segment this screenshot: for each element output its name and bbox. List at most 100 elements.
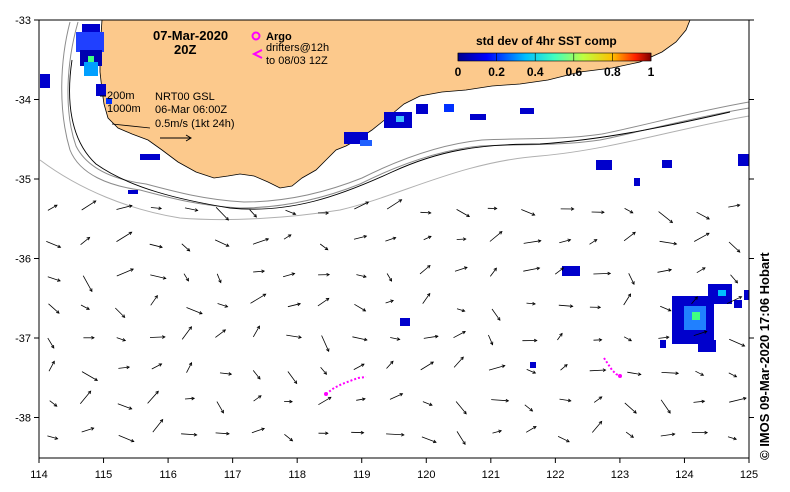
current-arrow-head xyxy=(158,206,163,210)
current-arrow-head xyxy=(505,398,510,403)
current-arrow-head xyxy=(564,364,568,368)
current-arrow xyxy=(524,404,533,412)
current-arrow-head xyxy=(293,380,298,385)
current-arrow xyxy=(554,267,564,275)
current-arrow-head xyxy=(54,436,59,440)
current-arrow-head xyxy=(632,231,636,236)
current-arrow-head xyxy=(86,306,90,310)
current-arrow-head xyxy=(462,331,466,335)
current-arrow-head xyxy=(126,365,131,370)
current-arrow xyxy=(320,367,327,375)
drifter-icon xyxy=(251,49,263,59)
current-arrow xyxy=(456,308,465,312)
current-arrow xyxy=(321,335,330,352)
current-arrow-head xyxy=(706,232,710,237)
current-arrow-head xyxy=(53,204,58,209)
current-arrow xyxy=(252,238,269,245)
current-arrow-head xyxy=(498,231,503,235)
current-arrow-head xyxy=(399,393,404,397)
current-arrow-head xyxy=(325,211,330,215)
lon-tick-label: 123 xyxy=(611,469,629,481)
current-arrow-head xyxy=(193,432,198,437)
current-arrow-head xyxy=(401,432,405,437)
latitude-axis: -33 -34 -35 -36 -37 -38 xyxy=(15,15,754,425)
lat-tick-label: -37 xyxy=(15,333,31,345)
current-arrow xyxy=(150,274,166,279)
current-arrow-head xyxy=(461,308,466,313)
current-arrow xyxy=(423,335,438,339)
current-arrow-head xyxy=(392,236,397,241)
current-arrow-head xyxy=(128,204,133,208)
drifter-track-2 xyxy=(603,357,621,377)
current-arrow xyxy=(557,333,563,341)
contour-1000m-label: 1000m xyxy=(107,103,141,115)
current-arrow xyxy=(453,356,464,368)
current-arrow-head xyxy=(531,212,536,216)
current-arrow-head xyxy=(225,216,229,221)
current-arrow xyxy=(730,274,738,284)
current-arrow xyxy=(560,364,568,371)
current-arrow-head xyxy=(532,301,536,306)
product-time-label: 06-Mar 06:00Z xyxy=(155,104,227,116)
current-arrow xyxy=(623,336,632,342)
current-arrow-head xyxy=(627,293,632,298)
map-hour: 20Z xyxy=(174,42,196,57)
current-arrow-head xyxy=(426,292,431,297)
current-arrow-head xyxy=(742,396,747,401)
current-arrow xyxy=(422,401,433,406)
current-arrow-head xyxy=(736,249,741,253)
current-arrow xyxy=(353,363,365,370)
current-arrow-head xyxy=(559,332,563,337)
current-arrow-head xyxy=(51,360,55,365)
current-arrow xyxy=(624,208,633,214)
current-arrow xyxy=(219,372,232,375)
lon-tick-label: 119 xyxy=(353,469,371,481)
current-arrow-head xyxy=(57,244,62,248)
current-arrow-head xyxy=(667,409,671,414)
current-arrow-head xyxy=(734,279,739,284)
current-arrow-head xyxy=(598,396,603,400)
plot-frame xyxy=(38,19,750,459)
current-arrow-head xyxy=(432,439,437,444)
current-arrow-head xyxy=(388,278,393,282)
current-arrow-head xyxy=(665,335,670,340)
current-arrow xyxy=(184,207,198,211)
current-arrow xyxy=(215,329,226,338)
lon-tick-label: 116 xyxy=(159,469,177,481)
current-arrow xyxy=(385,300,394,304)
current-arrow xyxy=(589,369,606,372)
current-arrow-head xyxy=(130,268,134,272)
current-arrow xyxy=(589,239,598,245)
drifter-track-1 xyxy=(325,376,367,395)
current-arrow xyxy=(523,240,541,244)
current-arrow-head xyxy=(155,390,159,395)
product-label: NRT00 GSL xyxy=(155,91,215,103)
current-arrow-head xyxy=(194,208,199,212)
current-arrow-head xyxy=(261,269,266,274)
current-arrow xyxy=(627,371,641,375)
current-arrow xyxy=(420,211,431,214)
lat-tick-label: -33 xyxy=(15,15,31,27)
colorbar-tick-label: 0.2 xyxy=(488,65,505,79)
current-arrow xyxy=(79,390,92,405)
current-arrow xyxy=(729,397,747,403)
current-arrow xyxy=(623,293,631,306)
current-arrow-head xyxy=(630,434,634,438)
colorbar-tick-label: 0.6 xyxy=(565,65,582,79)
current-arrow-head xyxy=(154,295,158,299)
current-arrow-head xyxy=(289,437,294,442)
map-date: 07-Mar-2020 xyxy=(153,28,228,43)
current-arrow-head xyxy=(91,336,95,340)
current-arrow-head xyxy=(701,399,706,404)
current-arrow xyxy=(47,435,58,440)
current-arrow xyxy=(49,400,58,407)
current-arrow-head xyxy=(669,219,674,224)
current-arrow xyxy=(115,307,125,318)
current-arrow-head xyxy=(700,372,705,376)
current-arrow xyxy=(694,232,710,242)
current-arrow-head xyxy=(326,348,330,353)
current-arrow xyxy=(81,427,94,433)
current-arrow-head xyxy=(261,427,266,431)
current-arrow xyxy=(181,433,197,436)
current-arrow xyxy=(455,401,467,415)
